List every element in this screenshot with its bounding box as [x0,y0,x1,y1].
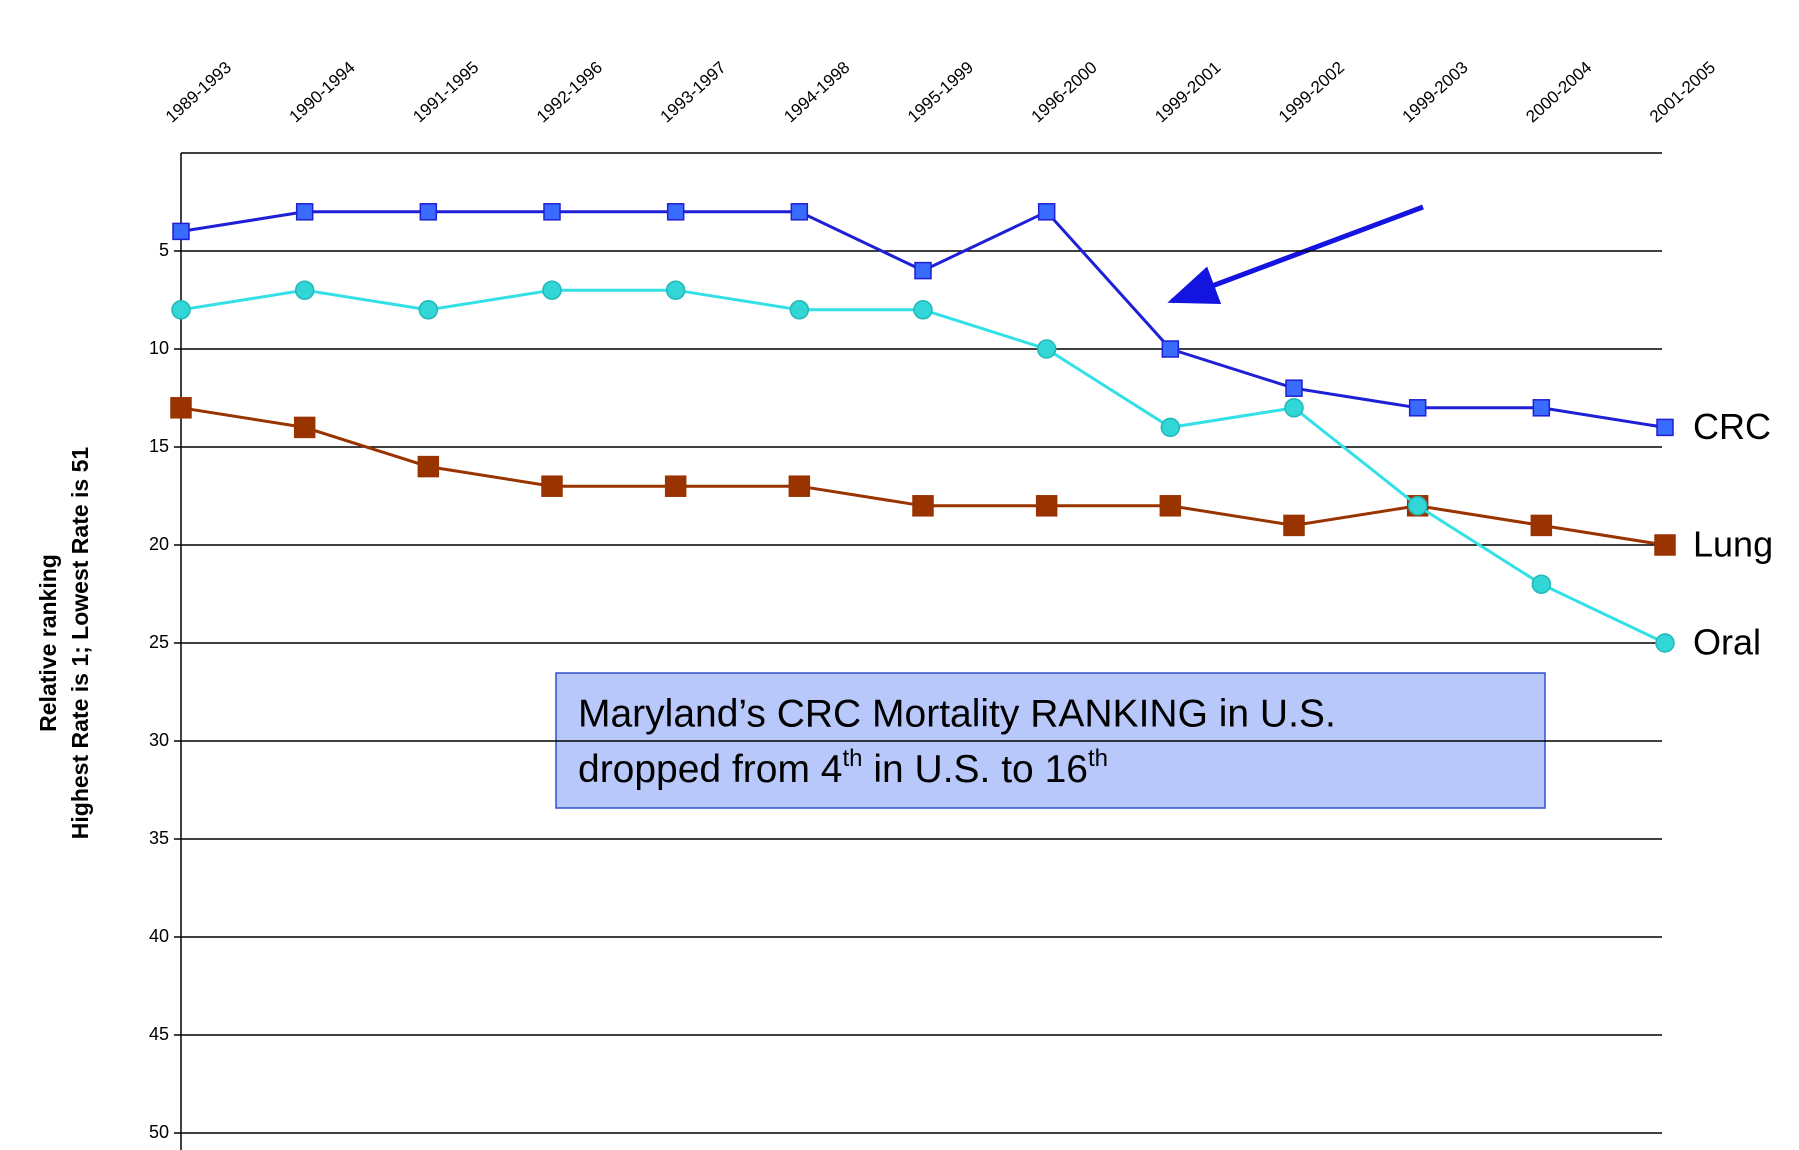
data-point [170,397,192,419]
data-point [542,280,562,300]
data-point [790,203,809,221]
y-tick-label: 15 [149,436,169,456]
x-tick-label: 2001-2005 [1646,58,1719,127]
data-point [417,455,440,478]
y-tick-label: 30 [149,730,169,750]
data-point [295,203,314,221]
x-tick-label: 1994-1998 [780,58,853,127]
data-point [1407,496,1428,516]
data-point [1161,340,1180,358]
data-point [666,203,685,221]
x-tick-label: 1996-2000 [1028,58,1101,127]
y-tick-label: 5 [159,240,169,260]
x-tick-label: 1995-1999 [904,58,977,127]
y-tick-label: 20 [149,534,169,554]
data-point [1035,495,1058,517]
data-point [1283,514,1305,537]
x-tick-label: 1999-2002 [1275,58,1348,127]
data-point [1655,633,1675,653]
y-axis-label: Highest Rate is 1; Lowest Rate is 51 [67,447,93,840]
annotation-text: in U.S. to 16 [863,748,1088,791]
x-tick-label: 1990-1994 [286,58,359,127]
series-line [180,288,1666,645]
series-label: Lung [1693,524,1773,565]
data-point [1159,495,1182,517]
data-point [1408,399,1427,417]
annotation-text: Maryland’s CRC Mortality RANKING in U.S. [578,692,1336,735]
y-tick-label: 25 [149,632,169,652]
data-point [1285,379,1303,397]
data-point [912,495,934,517]
data-point [541,475,563,497]
data-point [1532,399,1551,417]
data-point [788,475,811,497]
arrow [1167,204,1424,304]
x-tick-label: 1993-1997 [657,58,730,127]
series-label: CRC [1693,406,1771,447]
data-point [294,280,315,300]
data-point [665,280,686,300]
y-tick-label: 50 [149,1122,169,1142]
data-point [913,300,933,320]
superscript: th [843,745,863,772]
series-line [180,406,1666,547]
y-tick-label: 10 [149,338,169,358]
data-point [171,300,191,320]
x-tick-label: 1989-1993 [162,58,235,127]
data-point [293,416,316,439]
y-tick-label: 35 [149,828,169,848]
data-point [914,261,932,280]
data-point [1037,203,1056,221]
data-point [1654,534,1676,556]
series-label: Oral [1693,622,1761,663]
annotation-text: dropped from 4th in U.S. to 16th [578,745,1108,791]
data-point [1530,514,1553,537]
data-point [172,222,190,241]
y-tick-label: 45 [149,1024,169,1044]
x-tick-label: 1992-1996 [533,58,606,127]
annotation-text: dropped from 4 [578,748,843,791]
y-tick-label: 40 [149,926,169,946]
data-point [1160,417,1181,438]
data-point [1531,574,1552,594]
x-tick-label: 2000-2004 [1522,58,1595,127]
data-point [1036,339,1057,359]
data-point [789,300,810,320]
x-tick-label: 1999-2003 [1399,58,1472,127]
series-line [180,209,1666,429]
superscript: th [1088,745,1108,772]
data-point [1284,398,1304,418]
data-point [1656,418,1674,437]
data-point [664,475,687,497]
data-point [419,203,438,221]
x-tick-label: 1991-1995 [409,58,482,127]
data-point [418,300,439,320]
data-point [543,203,561,221]
x-tick-label: 1999-2001 [1151,58,1224,127]
y-axis-label: Relative ranking [35,554,61,732]
